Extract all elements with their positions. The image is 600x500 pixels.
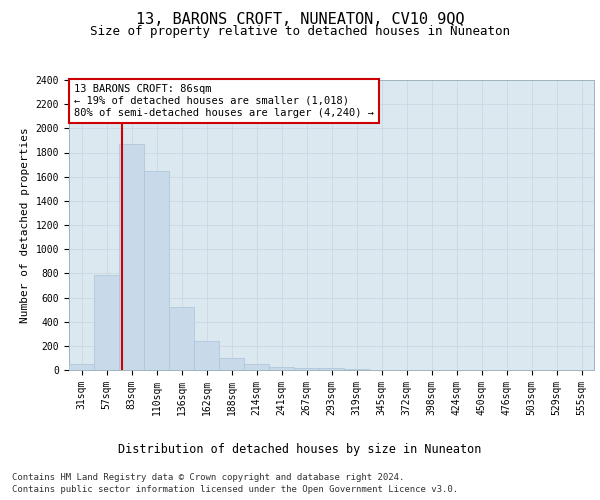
Bar [194,341,219,370]
Bar [169,307,194,370]
Bar [69,364,94,370]
Bar [144,170,169,370]
Text: Contains public sector information licensed under the Open Government Licence v3: Contains public sector information licen… [12,485,458,494]
Bar [119,144,144,370]
Text: Contains HM Land Registry data © Crown copyright and database right 2024.: Contains HM Land Registry data © Crown c… [12,472,404,482]
Y-axis label: Number of detached properties: Number of detached properties [20,127,30,323]
Bar [319,368,344,370]
Text: Distribution of detached houses by size in Nuneaton: Distribution of detached houses by size … [118,442,482,456]
Bar [294,368,319,370]
Bar [244,364,269,370]
Bar [94,274,119,370]
Text: Size of property relative to detached houses in Nuneaton: Size of property relative to detached ho… [90,25,510,38]
Bar [219,358,244,370]
Bar [269,367,294,370]
Text: 13, BARONS CROFT, NUNEATON, CV10 9QQ: 13, BARONS CROFT, NUNEATON, CV10 9QQ [136,12,464,28]
Text: 13 BARONS CROFT: 86sqm
← 19% of detached houses are smaller (1,018)
80% of semi-: 13 BARONS CROFT: 86sqm ← 19% of detached… [74,84,374,117]
